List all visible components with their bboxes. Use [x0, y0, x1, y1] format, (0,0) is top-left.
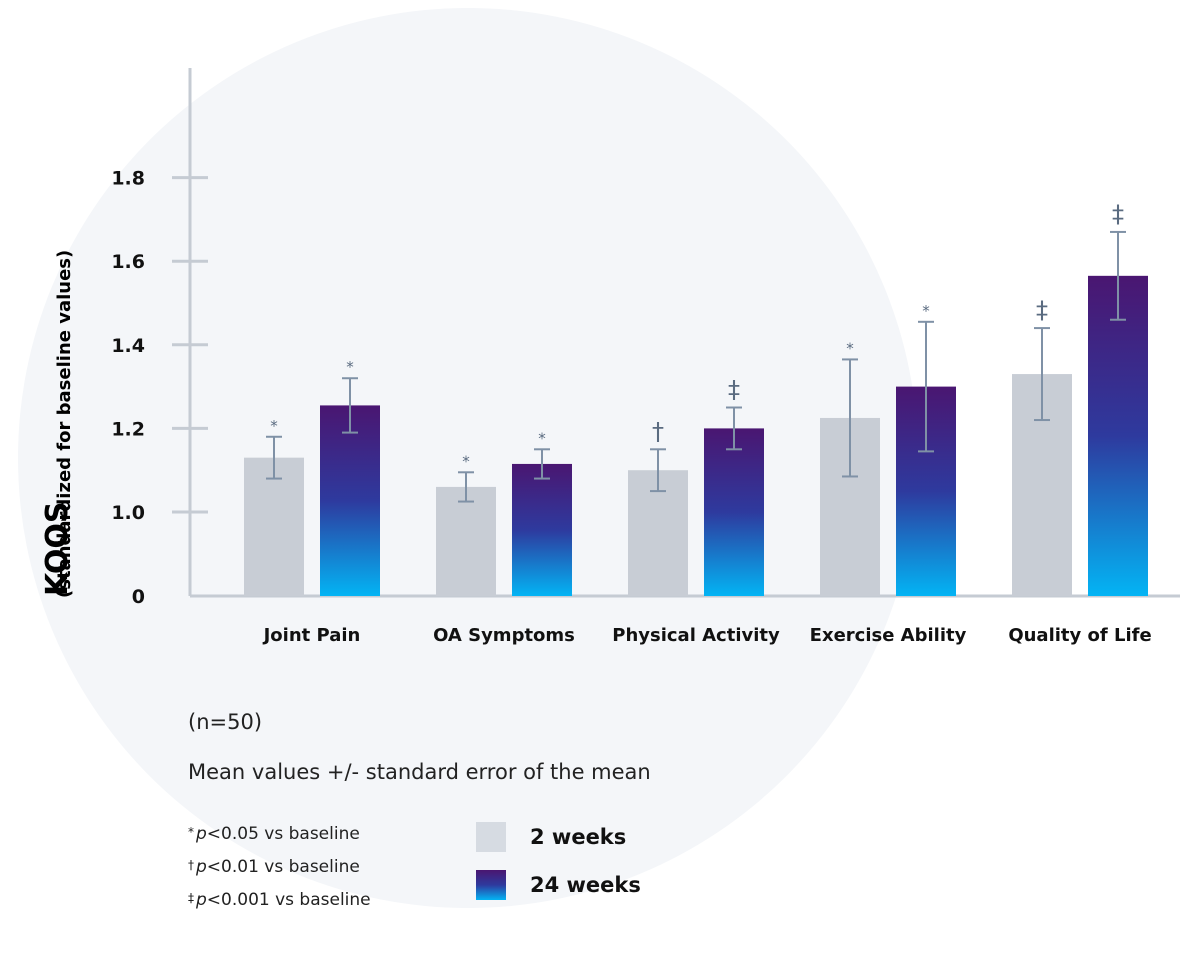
x-tick-label: Physical Activity: [612, 625, 780, 646]
legend-item-24-weeks: 24 weeks: [476, 870, 641, 900]
footnote-text: <0.01 vs baseline: [206, 857, 360, 877]
y-tick-label: 1.2: [111, 418, 145, 440]
significance-marker: *: [346, 358, 354, 376]
significance-marker: *: [462, 452, 470, 470]
footnote-p: p: [196, 824, 207, 844]
footnote-symbol: *: [188, 825, 194, 839]
footnote-p: p: [196, 857, 207, 877]
footnote-symbol: †: [188, 858, 194, 872]
significance-marker: *: [922, 302, 930, 320]
background-circle: [18, 8, 918, 908]
legend-swatch-24-weeks: [476, 870, 506, 900]
footnote-text: <0.05 vs baseline: [206, 824, 360, 844]
x-tick-label: Joint Pain: [262, 625, 361, 646]
footnote-p: p: [196, 890, 207, 910]
y-tick-label: 1.6: [111, 251, 145, 273]
significance-marker: *: [538, 429, 546, 447]
x-tick-label: Exercise Ability: [810, 625, 967, 646]
significance-marker: ‡: [728, 376, 740, 404]
significance-marker: *: [270, 417, 278, 435]
y-tick-label: 1.8: [111, 168, 145, 190]
bar-2-weeks: [244, 457, 304, 596]
x-tick-label: OA Symptoms: [433, 625, 575, 646]
x-tick-label: Quality of Life: [1008, 625, 1151, 646]
footnote-p001: † p<0.01 vs baseline: [188, 857, 360, 877]
legend-label-2-weeks: 2 weeks: [530, 825, 627, 849]
footnote-p0001: ‡ p<0.001 vs baseline: [188, 890, 371, 910]
significance-marker: ‡: [1112, 200, 1124, 228]
legend-item-2-weeks: 2 weeks: [476, 822, 626, 852]
legend-label-24-weeks: 24 weeks: [530, 873, 641, 897]
significance-marker: ‡: [1036, 296, 1048, 324]
legend-swatch-2-weeks: [476, 822, 506, 852]
y-tick-label: 1.4: [111, 335, 145, 357]
y-tick-label: 1.0: [111, 502, 145, 524]
bar-24-weeks: [512, 463, 572, 596]
footnote-p005: * p<0.05 vs baseline: [188, 824, 360, 844]
sample-size-note: (n=50): [188, 710, 263, 734]
bar-24-weeks: [1088, 275, 1148, 596]
bar-2-weeks: [436, 486, 496, 596]
footnote-symbol: ‡: [188, 891, 194, 905]
bar-24-weeks: [320, 405, 380, 596]
chart-plot: 0 1.0 1.2 1.4 1.6 1.8 Joint Pain * * OA Symptoms *…: [111, 68, 1180, 646]
significance-marker: †: [652, 417, 664, 445]
footnote-text: <0.001 vs baseline: [206, 890, 371, 910]
bar-24-weeks: [704, 428, 764, 596]
method-note: Mean values +/- standard error of the me…: [188, 760, 651, 784]
y-tick-label: 0: [132, 586, 145, 608]
significance-marker: *: [846, 339, 854, 357]
